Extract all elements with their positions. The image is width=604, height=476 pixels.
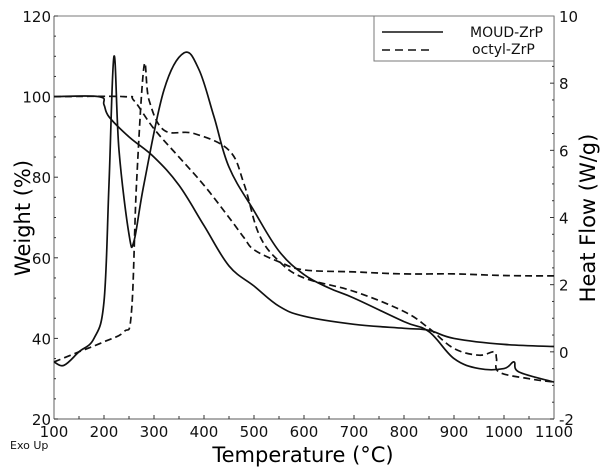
legend-label-moud-zrp: MOUD-ZrP	[470, 25, 543, 41]
y-right-tick-label: 10	[559, 8, 578, 26]
x-tick-label: 200	[90, 423, 119, 441]
x-tick-label: 800	[390, 423, 419, 441]
moud-zrp-weight-curve	[53, 95, 555, 348]
y-right-tick-label: -2	[559, 411, 574, 429]
y-right-tick-label: 8	[559, 75, 569, 93]
y-right-tick-label: 6	[559, 142, 569, 160]
y-axis-right-title: Heat Flow (W/g)	[576, 134, 600, 303]
y-axis-weight: 20 40 60 80 100 120	[22, 8, 58, 429]
y-right-tick-label: 4	[559, 210, 569, 228]
x-axis: 100 200 300 400 500 600 700 800 900 1000 1100	[40, 415, 573, 441]
x-tick-label: 300	[140, 423, 169, 441]
octyl-zrp-heat-flow-curve	[53, 62, 555, 383]
x-tick-label: 500	[240, 423, 269, 441]
legend-box	[373, 15, 555, 62]
y-right-tick-label: 2	[559, 277, 569, 295]
x-tick-label: 1000	[485, 423, 523, 441]
y-left-tick-label: 60	[32, 250, 51, 268]
y-left-tick-label: 20	[32, 411, 51, 429]
legend-label-octyl-zrp: octyl-ZrP	[472, 42, 535, 58]
moud-zrp-heat-flow-curve	[53, 51, 555, 383]
exo-up-annotation: Exo Up	[10, 439, 48, 452]
series-layer	[53, 51, 555, 383]
x-tick-label: 400	[190, 423, 219, 441]
y-left-tick-label: 100	[22, 89, 51, 107]
y-axis-left-title: Weight (%)	[11, 160, 35, 276]
x-tick-label: 700	[340, 423, 369, 441]
octyl-zrp-weight-curve	[53, 95, 555, 277]
y-axis-heat-flow: -2 0 2 4 6 8 10	[550, 8, 578, 429]
x-tick-label: 100	[40, 423, 69, 441]
x-tick-label: 900	[440, 423, 469, 441]
y-left-tick-label: 120	[22, 8, 51, 26]
x-tick-label: 600	[290, 423, 319, 441]
legend: MOUD-ZrP octyl-ZrP	[373, 15, 555, 62]
y-left-tick-label: 40	[32, 330, 51, 348]
y-right-tick-label: 0	[559, 344, 569, 362]
x-axis-title: Temperature (°C)	[211, 443, 393, 467]
x-tick-label: 1100	[535, 423, 573, 441]
y-left-tick-label: 80	[32, 169, 51, 187]
